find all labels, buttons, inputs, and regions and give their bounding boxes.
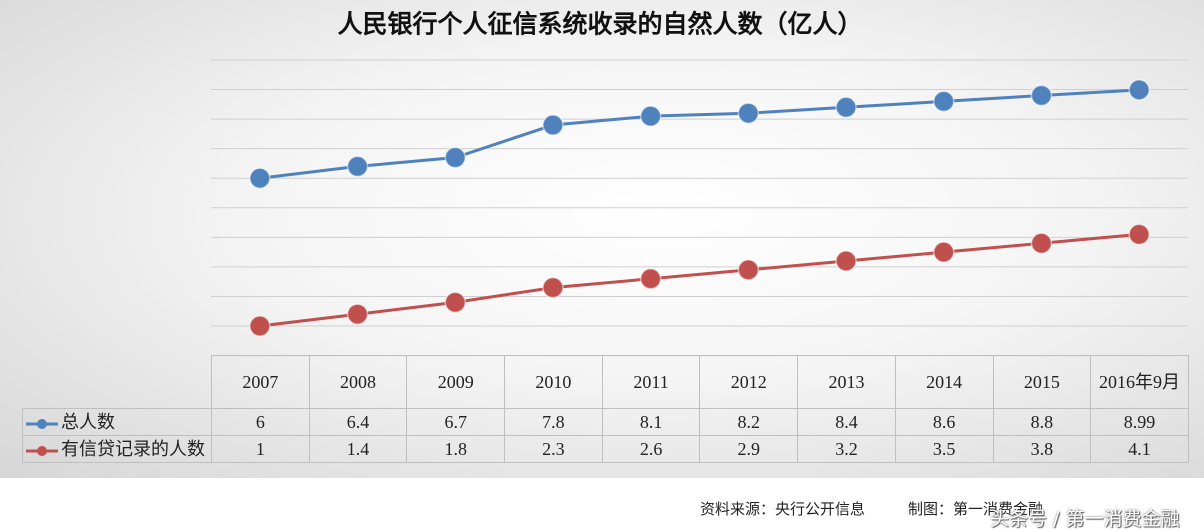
table-cell: 2007 [211,355,310,409]
table-cell: 1.4 [308,435,408,463]
table-cell: 2016年9月 [1090,355,1189,409]
source-note: 资料来源：央行公开信息 [700,500,866,518]
watermark: 头条号 / 第一消费金融 [990,508,1180,530]
marker [444,291,466,314]
legend-label: 总人数 [61,412,115,432]
table-cell: 8.99 [1090,408,1189,436]
data-table: 2007 2008 2009 2010 2011 2012 2013 2014 2015 2016… [22,355,1189,463]
table-cell: 7.8 [504,408,603,436]
marker [933,241,955,263]
table-row: 总人数 6 6.4 6.7 7.8 8.1 8.2 8.4 8.6 8.8 8.99 [22,408,1189,436]
table-cell: 3.5 [894,435,994,463]
table-cell: 8.6 [894,408,994,436]
marker [346,155,369,178]
marker [444,146,466,169]
table-header-row: 2007 2008 2009 2010 2011 2012 2013 2014 2015 2016… [22,355,1189,409]
table-cell: 3.8 [992,435,1092,463]
chart: 人民银行个人征信系统收录的自然人数（亿人） [211,10,1188,357]
marker [542,114,564,136]
table-cell: 8.2 [699,408,799,436]
maker-note: 制图：第一消费金融 [908,500,1044,518]
table-cell: 2.3 [504,435,603,463]
table-row: 有信贷记录的人数 1 1.4 1.8 2.3 2.6 2.9 3.2 3.5 3.8 4.1 [22,435,1189,463]
marker [737,102,760,124]
series-line [259,88,1140,180]
table-cell: 2013 [797,355,896,409]
legend-marker [37,418,47,429]
table-cell: 1 [211,435,310,463]
legend-key [26,418,58,429]
marker [249,167,271,189]
table-cell: 2012 [699,355,799,409]
table-cell: 2.9 [699,435,799,463]
marker [1030,232,1053,255]
table-cell: 6 [211,408,310,436]
table-cell: 2008 [308,355,408,409]
table-cell: 6.7 [406,408,506,436]
table-cell: 1.8 [406,435,506,463]
legend-key [26,445,58,456]
table-cell: 4.1 [1090,435,1189,463]
table-cell: 3.2 [797,435,896,463]
marker [542,276,564,299]
series-line [259,232,1140,328]
legend-marker [37,445,47,456]
table-cell: 8.4 [797,408,896,436]
marker [835,96,857,119]
table-cell [22,355,212,409]
marker [1128,79,1150,101]
table-cell: 2011 [601,355,701,409]
marker [835,250,857,272]
table-cell: 2015 [992,355,1092,409]
marker [249,315,271,337]
table-cell: 2009 [406,355,506,409]
marker [639,267,662,290]
marker [737,259,760,281]
table-cell: 2014 [894,355,994,409]
table-cell: 8.1 [601,408,701,436]
table-cell: 6.4 [308,408,408,436]
table-cell: 有信贷记录的人数 [22,435,212,463]
table-cell: 8.8 [992,408,1092,436]
marker [346,303,369,325]
legend-label: 有信贷记录的人数 [61,439,205,459]
chart-title: 人民银行个人征信系统收录的自然人数（亿人） [337,10,862,39]
marker [933,90,955,113]
table-cell: 2.6 [601,435,701,463]
table-cell: 2010 [504,355,603,409]
marker [639,105,662,127]
marker [1128,223,1150,246]
marker [1030,84,1053,107]
table-cell: 总人数 [22,408,212,436]
